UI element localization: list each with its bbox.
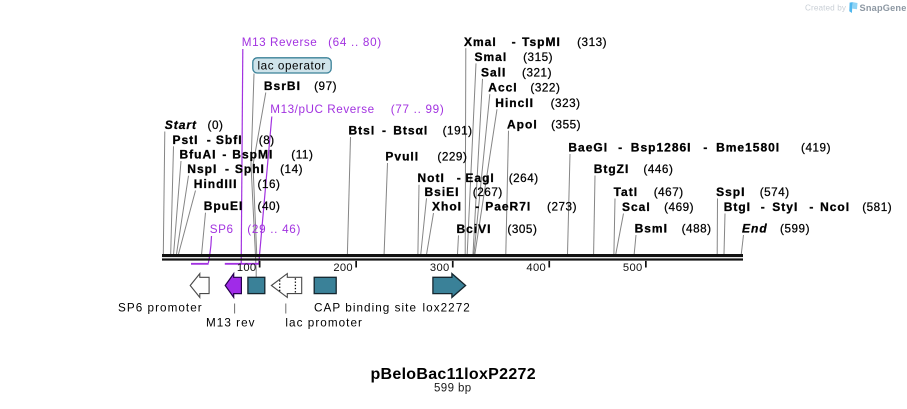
svg-text:(267): (267) xyxy=(473,186,503,199)
svg-text:(313): (313) xyxy=(577,36,607,49)
svg-text:(0): (0) xyxy=(208,119,224,132)
svg-text:(40): (40) xyxy=(258,200,281,213)
svg-text:(446): (446) xyxy=(643,163,673,176)
svg-text:BpuEI: BpuEI xyxy=(204,199,244,213)
svg-text:lac promoter: lac promoter xyxy=(285,317,363,330)
svg-text:BsmI: BsmI xyxy=(635,222,668,236)
svg-text:-: - xyxy=(809,200,814,214)
svg-text:(264): (264) xyxy=(509,172,539,185)
svg-text:BsiEI: BsiEI xyxy=(425,185,460,199)
svg-text:BspMI: BspMI xyxy=(232,148,273,162)
svg-text:-: - xyxy=(475,200,480,214)
svg-text:-: - xyxy=(618,141,623,155)
svg-text:(419): (419) xyxy=(801,142,831,155)
svg-text:ScaI: ScaI xyxy=(622,200,651,214)
svg-text:BsrBI: BsrBI xyxy=(264,79,301,93)
svg-text:SnapGene: SnapGene xyxy=(860,3,907,13)
svg-text:-: - xyxy=(512,35,517,49)
svg-text:SP6 promoter: SP6 promoter xyxy=(118,301,203,314)
svg-text:100: 100 xyxy=(237,262,257,274)
svg-text:NspI: NspI xyxy=(187,162,217,176)
svg-text:-: - xyxy=(457,171,462,185)
svg-text:-: - xyxy=(222,148,227,162)
svg-text:ApoI: ApoI xyxy=(507,117,538,131)
svg-text:(322): (322) xyxy=(530,82,560,95)
svg-text:XhoI: XhoI xyxy=(432,200,462,214)
svg-text:BtsI: BtsI xyxy=(349,124,376,138)
svg-text:Bme1580I: Bme1580I xyxy=(716,141,780,155)
svg-text:-: - xyxy=(703,141,708,155)
svg-text:BfuAI: BfuAI xyxy=(180,148,217,162)
svg-text:TspMI: TspMI xyxy=(522,35,561,49)
svg-text:599 bp: 599 bp xyxy=(434,382,472,394)
svg-text:M13 rev: M13 rev xyxy=(206,317,256,330)
svg-text:(8): (8) xyxy=(259,134,275,147)
svg-text:HincII: HincII xyxy=(495,96,534,110)
svg-text:End: End xyxy=(742,222,768,236)
svg-text:-: - xyxy=(225,162,230,176)
svg-text:(315): (315) xyxy=(523,51,553,64)
svg-text:Bsp1286I: Bsp1286I xyxy=(631,141,692,155)
svg-text:(64 .. 80): (64 .. 80) xyxy=(328,36,382,49)
svg-text:(191): (191) xyxy=(443,125,473,138)
svg-text:(97): (97) xyxy=(314,80,337,93)
svg-text:BtgI: BtgI xyxy=(724,200,751,214)
svg-text:EagI: EagI xyxy=(465,171,494,185)
svg-text:PstI: PstI xyxy=(173,133,199,147)
svg-text:(273): (273) xyxy=(547,201,577,214)
svg-text:SphI: SphI xyxy=(235,162,265,176)
svg-text:(14): (14) xyxy=(280,163,303,176)
svg-text:(488): (488) xyxy=(682,223,712,236)
svg-text:200: 200 xyxy=(333,262,353,274)
svg-text:(323): (323) xyxy=(551,97,581,110)
svg-text:lox2272: lox2272 xyxy=(423,301,471,314)
svg-text:CAP binding site: CAP binding site xyxy=(314,301,417,314)
svg-text:SspI: SspI xyxy=(716,185,745,199)
svg-text:SmaI: SmaI xyxy=(475,50,508,64)
svg-text:M13/pUC Reverse: M13/pUC Reverse xyxy=(270,103,374,116)
svg-text:PvuII: PvuII xyxy=(385,149,419,163)
svg-text:SP6: SP6 xyxy=(210,223,234,236)
svg-text:HindIII: HindIII xyxy=(194,177,238,191)
svg-text:pBeloBac11loxP2272: pBeloBac11loxP2272 xyxy=(370,366,536,383)
svg-text:TatI: TatI xyxy=(614,185,638,199)
svg-text:500: 500 xyxy=(623,262,643,274)
svg-text:StyI: StyI xyxy=(772,200,798,214)
svg-text:300: 300 xyxy=(430,262,450,274)
svg-text:(599): (599) xyxy=(780,223,810,236)
svg-text:PaeR7I: PaeR7I xyxy=(485,200,531,214)
svg-text:(355): (355) xyxy=(551,118,581,131)
svg-text:(29 .. 46): (29 .. 46) xyxy=(247,223,301,236)
svg-text:SalI: SalI xyxy=(481,65,506,79)
svg-text:NotI: NotI xyxy=(418,171,445,185)
svg-text:BciVI: BciVI xyxy=(457,222,492,236)
svg-text:(11): (11) xyxy=(291,149,313,162)
svg-text:(77 .. 99): (77 .. 99) xyxy=(391,103,445,116)
svg-text:SbfI: SbfI xyxy=(216,133,243,147)
svg-text:(321): (321) xyxy=(522,66,552,79)
svg-text:(467): (467) xyxy=(654,186,684,199)
svg-text:BtsαI: BtsαI xyxy=(393,124,428,138)
svg-text:BtgZI: BtgZI xyxy=(594,162,630,176)
svg-text:BaeGI: BaeGI xyxy=(568,141,608,155)
svg-text:(469): (469) xyxy=(664,201,694,214)
svg-text:-: - xyxy=(207,133,212,147)
svg-text:M13 Reverse: M13 Reverse xyxy=(242,36,318,49)
svg-text:(305): (305) xyxy=(507,223,537,236)
svg-text:Start: Start xyxy=(165,118,197,132)
svg-text:lac operator: lac operator xyxy=(258,60,326,73)
svg-text:(229): (229) xyxy=(437,150,467,163)
svg-text:XmaI: XmaI xyxy=(464,35,497,49)
svg-text:(16): (16) xyxy=(258,178,281,191)
svg-text:AccI: AccI xyxy=(488,81,517,95)
svg-text:-: - xyxy=(382,124,387,138)
svg-text:(581): (581) xyxy=(862,201,892,214)
svg-text:NcoI: NcoI xyxy=(820,200,850,214)
svg-text:400: 400 xyxy=(526,262,546,274)
svg-text:-: - xyxy=(761,200,766,214)
svg-text:(574): (574) xyxy=(760,186,790,199)
svg-text:Created by: Created by xyxy=(805,4,847,13)
